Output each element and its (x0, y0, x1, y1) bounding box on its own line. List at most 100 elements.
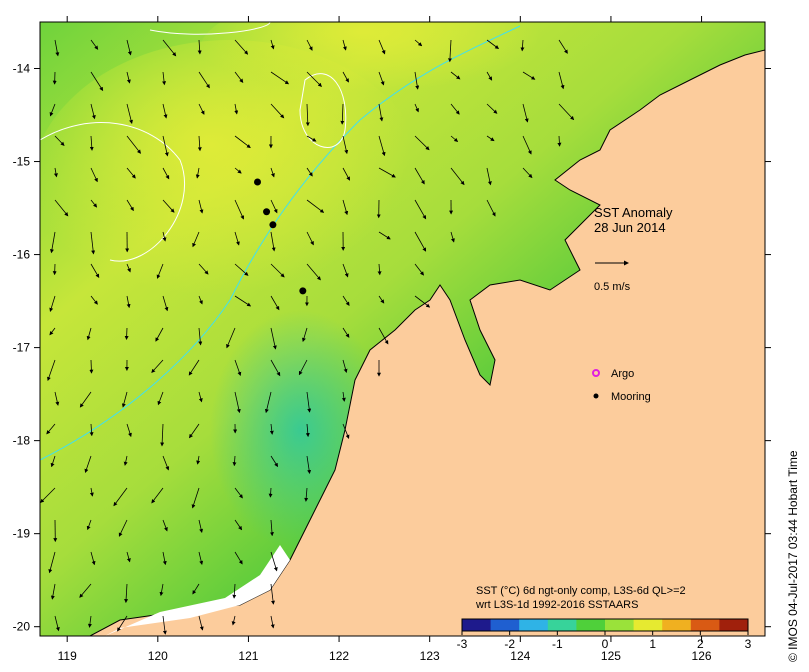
current-vector (160, 423, 165, 447)
current-vector (232, 583, 237, 599)
current-vector (269, 519, 274, 537)
mooring-symbol (593, 393, 599, 399)
current-vector (47, 359, 56, 382)
current-vector (162, 199, 175, 213)
current-vector (342, 423, 350, 439)
current-vector (414, 135, 430, 151)
current-vector (378, 39, 386, 55)
current-vector (162, 455, 170, 471)
mooring-marker (254, 178, 261, 186)
colorbar-swatch (605, 619, 635, 631)
current-vector (270, 327, 277, 350)
current-vector (79, 391, 92, 408)
current-vector (118, 519, 128, 537)
current-vector (191, 487, 200, 509)
colorbar-swatch (662, 619, 692, 631)
current-vector (46, 423, 56, 435)
current-vector (305, 103, 310, 127)
current-vector (270, 71, 290, 85)
colorbar-tick-label: 0 (602, 637, 609, 651)
current-vector (84, 455, 92, 474)
lat-tick-label: -20 (13, 620, 31, 634)
current-vector (54, 199, 69, 217)
current-vector (234, 39, 249, 55)
current-vector (232, 455, 237, 467)
current-vector (162, 135, 169, 157)
current-vector (189, 423, 200, 439)
lon-tick-label: 121 (238, 649, 258, 663)
current-vector (126, 39, 132, 56)
current-vector (378, 295, 385, 304)
current-vector (450, 71, 461, 80)
current-vector (157, 391, 164, 406)
current-vector (54, 39, 60, 57)
current-vector (378, 135, 386, 157)
current-vector (89, 135, 94, 151)
current-vector (414, 199, 427, 220)
current-vector (198, 263, 209, 275)
current-vector (557, 135, 562, 147)
current-vector (162, 295, 169, 312)
map-title: SST Anomaly (594, 205, 673, 220)
current-vector (50, 583, 56, 600)
current-vector (342, 263, 349, 278)
current-vector (342, 71, 349, 83)
colorbar-swatch (547, 619, 577, 631)
current-vector (50, 455, 56, 468)
argo-symbol (592, 369, 600, 377)
mooring-marker (263, 208, 271, 216)
current-vector (162, 231, 167, 242)
current-vector (342, 327, 350, 338)
current-vector (124, 327, 129, 340)
current-vector (126, 423, 132, 438)
current-vector (340, 103, 345, 125)
lat-tick-label: -16 (13, 248, 31, 262)
current-vectors (40, 39, 575, 635)
current-vector (306, 199, 325, 213)
current-vector (414, 39, 423, 47)
lon-tick-label: 122 (329, 649, 349, 663)
current-vector (450, 135, 459, 143)
current-vector (304, 487, 309, 502)
lat-tick-label: -18 (13, 434, 31, 448)
current-vector (486, 39, 500, 49)
lon-tick-label: 124 (510, 649, 530, 663)
colorbar-tick-label: 3 (745, 637, 752, 651)
current-vector (486, 71, 493, 81)
current-vector (234, 167, 242, 174)
current-vector (264, 391, 272, 414)
current-vector (306, 231, 314, 246)
current-vector (342, 135, 349, 155)
isobath-contour (299, 73, 347, 148)
current-vector (378, 71, 385, 86)
current-vector (89, 423, 94, 437)
current-vector (378, 167, 396, 178)
current-vector (270, 359, 281, 377)
current-vector (162, 551, 167, 566)
current-vector (198, 327, 203, 346)
current-vector (90, 231, 96, 255)
lon-tick-label: 123 (420, 649, 440, 663)
current-vector (198, 103, 205, 115)
current-vector (159, 583, 164, 597)
current-vector (270, 551, 278, 572)
lon-tick-label: 120 (148, 649, 168, 663)
current-vector (198, 295, 203, 305)
current-vector (48, 551, 56, 574)
current-vector (486, 135, 495, 142)
current-vector (342, 295, 350, 306)
map-date: 28 Jun 2014 (594, 220, 666, 235)
current-vector (49, 231, 56, 254)
current-vector (198, 199, 204, 214)
current-vector (90, 103, 96, 120)
current-vector (195, 167, 200, 179)
velocity-scale-label: 0.5 m/s (594, 281, 631, 293)
current-vector (90, 295, 98, 305)
colorbar-swatch (719, 619, 749, 631)
colorbar-swatch (633, 619, 663, 631)
current-vector (486, 199, 496, 217)
argo-label: Argo (611, 368, 634, 380)
current-vector (522, 135, 532, 155)
current-vector (90, 551, 96, 566)
